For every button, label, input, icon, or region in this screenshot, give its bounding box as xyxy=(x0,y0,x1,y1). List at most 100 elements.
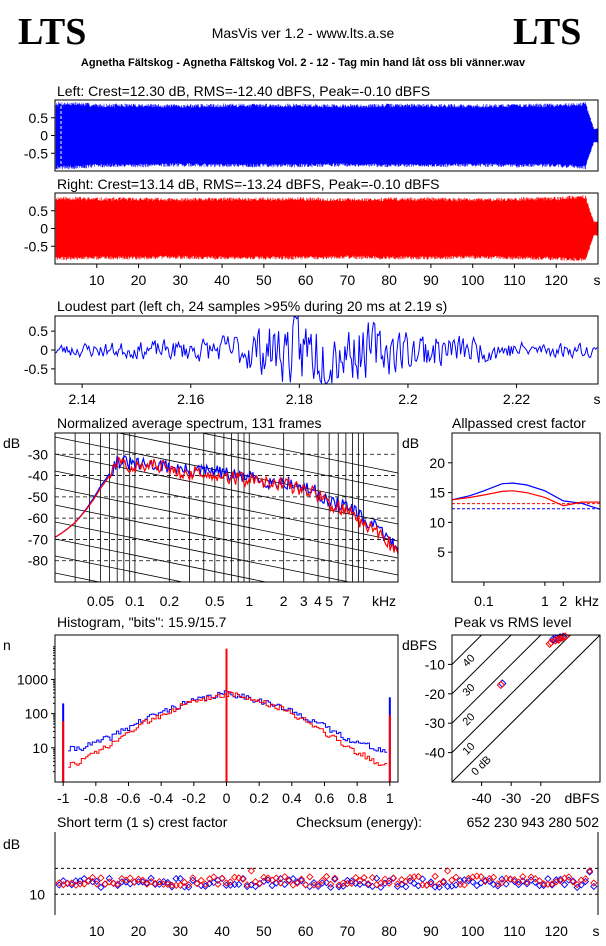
app-title: MasVis ver 1.2 - www.lts.a.se xyxy=(211,25,395,41)
short-term-point xyxy=(556,877,565,885)
right-waveform-xtick-label: 80 xyxy=(381,272,397,288)
short-term-point xyxy=(176,881,184,889)
right-waveform-xtick-label: 20 xyxy=(131,272,147,288)
spectrum-series-left xyxy=(55,455,398,555)
short-term-point xyxy=(331,874,339,882)
short-term-point xyxy=(414,882,423,890)
short-term-point xyxy=(439,878,448,886)
short-term-point xyxy=(414,872,423,881)
peak-rms-crest-label: 40 xyxy=(460,652,477,669)
histogram-xtick-label: 0.4 xyxy=(282,790,302,806)
short-term-point xyxy=(431,872,439,881)
allpassed-ytick-label: 10 xyxy=(429,514,445,530)
short-term-point xyxy=(452,873,460,881)
loudest-part-xtick-label: 2.2 xyxy=(398,391,418,407)
histogram-xtick-label: 0.6 xyxy=(315,790,335,806)
spectrum-ytick-label: -70 xyxy=(28,531,48,547)
short-term-point xyxy=(239,875,247,883)
spectrum-series-right xyxy=(55,456,398,553)
spectrum-ytick-label: -40 xyxy=(28,468,48,484)
spectrum-grid xyxy=(55,433,398,582)
peak-rms-crest-label: 30 xyxy=(460,682,477,699)
loudest-part-signal xyxy=(54,315,598,385)
short-term-point xyxy=(473,881,481,890)
short-term-point xyxy=(55,879,63,887)
peak-rms-crest-label: 20 xyxy=(460,711,477,728)
spectrum-slope-line xyxy=(199,433,398,474)
peak-rms-ytick-label: -20 xyxy=(425,686,445,702)
peak-rms-point-right xyxy=(496,680,506,690)
short-term-xtick-label: 80 xyxy=(381,923,397,939)
right-waveform-xtick-label: 90 xyxy=(423,272,439,288)
checksum-label: Checksum (energy): xyxy=(296,814,422,830)
short-term-point xyxy=(97,883,105,892)
right-waveform-signal xyxy=(55,194,598,262)
short-term-point xyxy=(565,873,573,881)
spectrum-slope-line xyxy=(116,433,398,491)
spectrum-ytick-label: -50 xyxy=(28,489,48,505)
peak-rms-frame xyxy=(451,634,601,783)
short-term-xtick-label: 120 xyxy=(545,923,569,939)
peak-rms-title: Peak vs RMS level xyxy=(454,614,571,630)
file-name: Agnetha Fältskog - Agnetha Fältskog Vol.… xyxy=(80,57,526,69)
short-term-point xyxy=(293,879,301,887)
left-waveform-signal xyxy=(55,101,598,170)
short-term-point xyxy=(118,875,126,883)
short-term-point xyxy=(243,881,251,889)
short-term-point xyxy=(531,875,539,883)
short-term-point xyxy=(147,874,155,882)
short-term-point xyxy=(402,877,410,886)
short-term-point xyxy=(214,880,222,888)
short-term-point xyxy=(80,880,88,888)
short-term-point xyxy=(143,880,151,888)
short-term-point xyxy=(306,873,314,881)
spectrum-xtick-label: 0.05 xyxy=(87,593,114,609)
short-term-point xyxy=(381,875,389,883)
histogram-ytick-label: 10 xyxy=(32,740,48,756)
short-term-xtick-label: 30 xyxy=(173,923,189,939)
short-term-point xyxy=(176,874,184,883)
short-term-point xyxy=(164,880,172,888)
peak-rms-point-right xyxy=(551,636,560,645)
short-term-point xyxy=(72,881,80,889)
short-term-point xyxy=(506,875,514,883)
short-term-point xyxy=(573,880,581,889)
spectrum-title: Normalized average spectrum, 131 frames xyxy=(57,415,322,431)
short-term-point xyxy=(481,877,489,886)
peak-rms-ytick-label: -40 xyxy=(425,745,445,761)
histogram-series-right xyxy=(68,691,388,768)
short-term-point xyxy=(134,875,143,883)
right-waveform-ytick-label: 0 xyxy=(40,221,48,237)
peak-rms-xlabel: dBFS xyxy=(564,790,599,806)
allpassed-xtick-label: kHz xyxy=(575,593,599,609)
short-term-xtick-label: 20 xyxy=(131,923,147,939)
short-term-point xyxy=(586,868,594,876)
spectrum-ylabel: dB xyxy=(3,435,20,451)
short-term-ylabel: dB xyxy=(3,836,20,852)
short-term-point xyxy=(347,879,356,887)
left-waveform-ytick-label: 0 xyxy=(40,128,48,144)
short-term-point xyxy=(318,876,326,885)
short-term-point xyxy=(377,883,385,892)
histogram-xtick-label: -0.8 xyxy=(84,790,108,806)
short-term-point xyxy=(406,877,414,885)
short-term-point xyxy=(427,878,435,886)
spectrum-slope-line xyxy=(55,487,398,559)
spectrum-frame xyxy=(54,432,399,583)
peak-rms-xtick-label: -30 xyxy=(501,790,521,806)
short-term-point xyxy=(322,872,331,881)
spectrum-ytick-label: -80 xyxy=(28,553,48,569)
short-term-point xyxy=(235,874,243,882)
checksum-value: 652 230 943 280 502 xyxy=(467,814,600,830)
loudest-part-title: Loudest part (left ch, 24 samples >95% d… xyxy=(57,298,447,314)
peak-rms-point-right xyxy=(557,633,567,642)
short-term-point xyxy=(519,877,527,885)
right-waveform-xtick-label: 50 xyxy=(256,272,272,288)
short-term-point xyxy=(268,881,276,890)
loudest-part-xtick-label: 2.22 xyxy=(503,391,530,407)
allpassed-ytick-label: 15 xyxy=(429,485,445,501)
peak-rms-point-left xyxy=(549,635,558,644)
spectrum-xtick-label: 7 xyxy=(342,593,350,609)
short-term-point xyxy=(218,874,226,882)
